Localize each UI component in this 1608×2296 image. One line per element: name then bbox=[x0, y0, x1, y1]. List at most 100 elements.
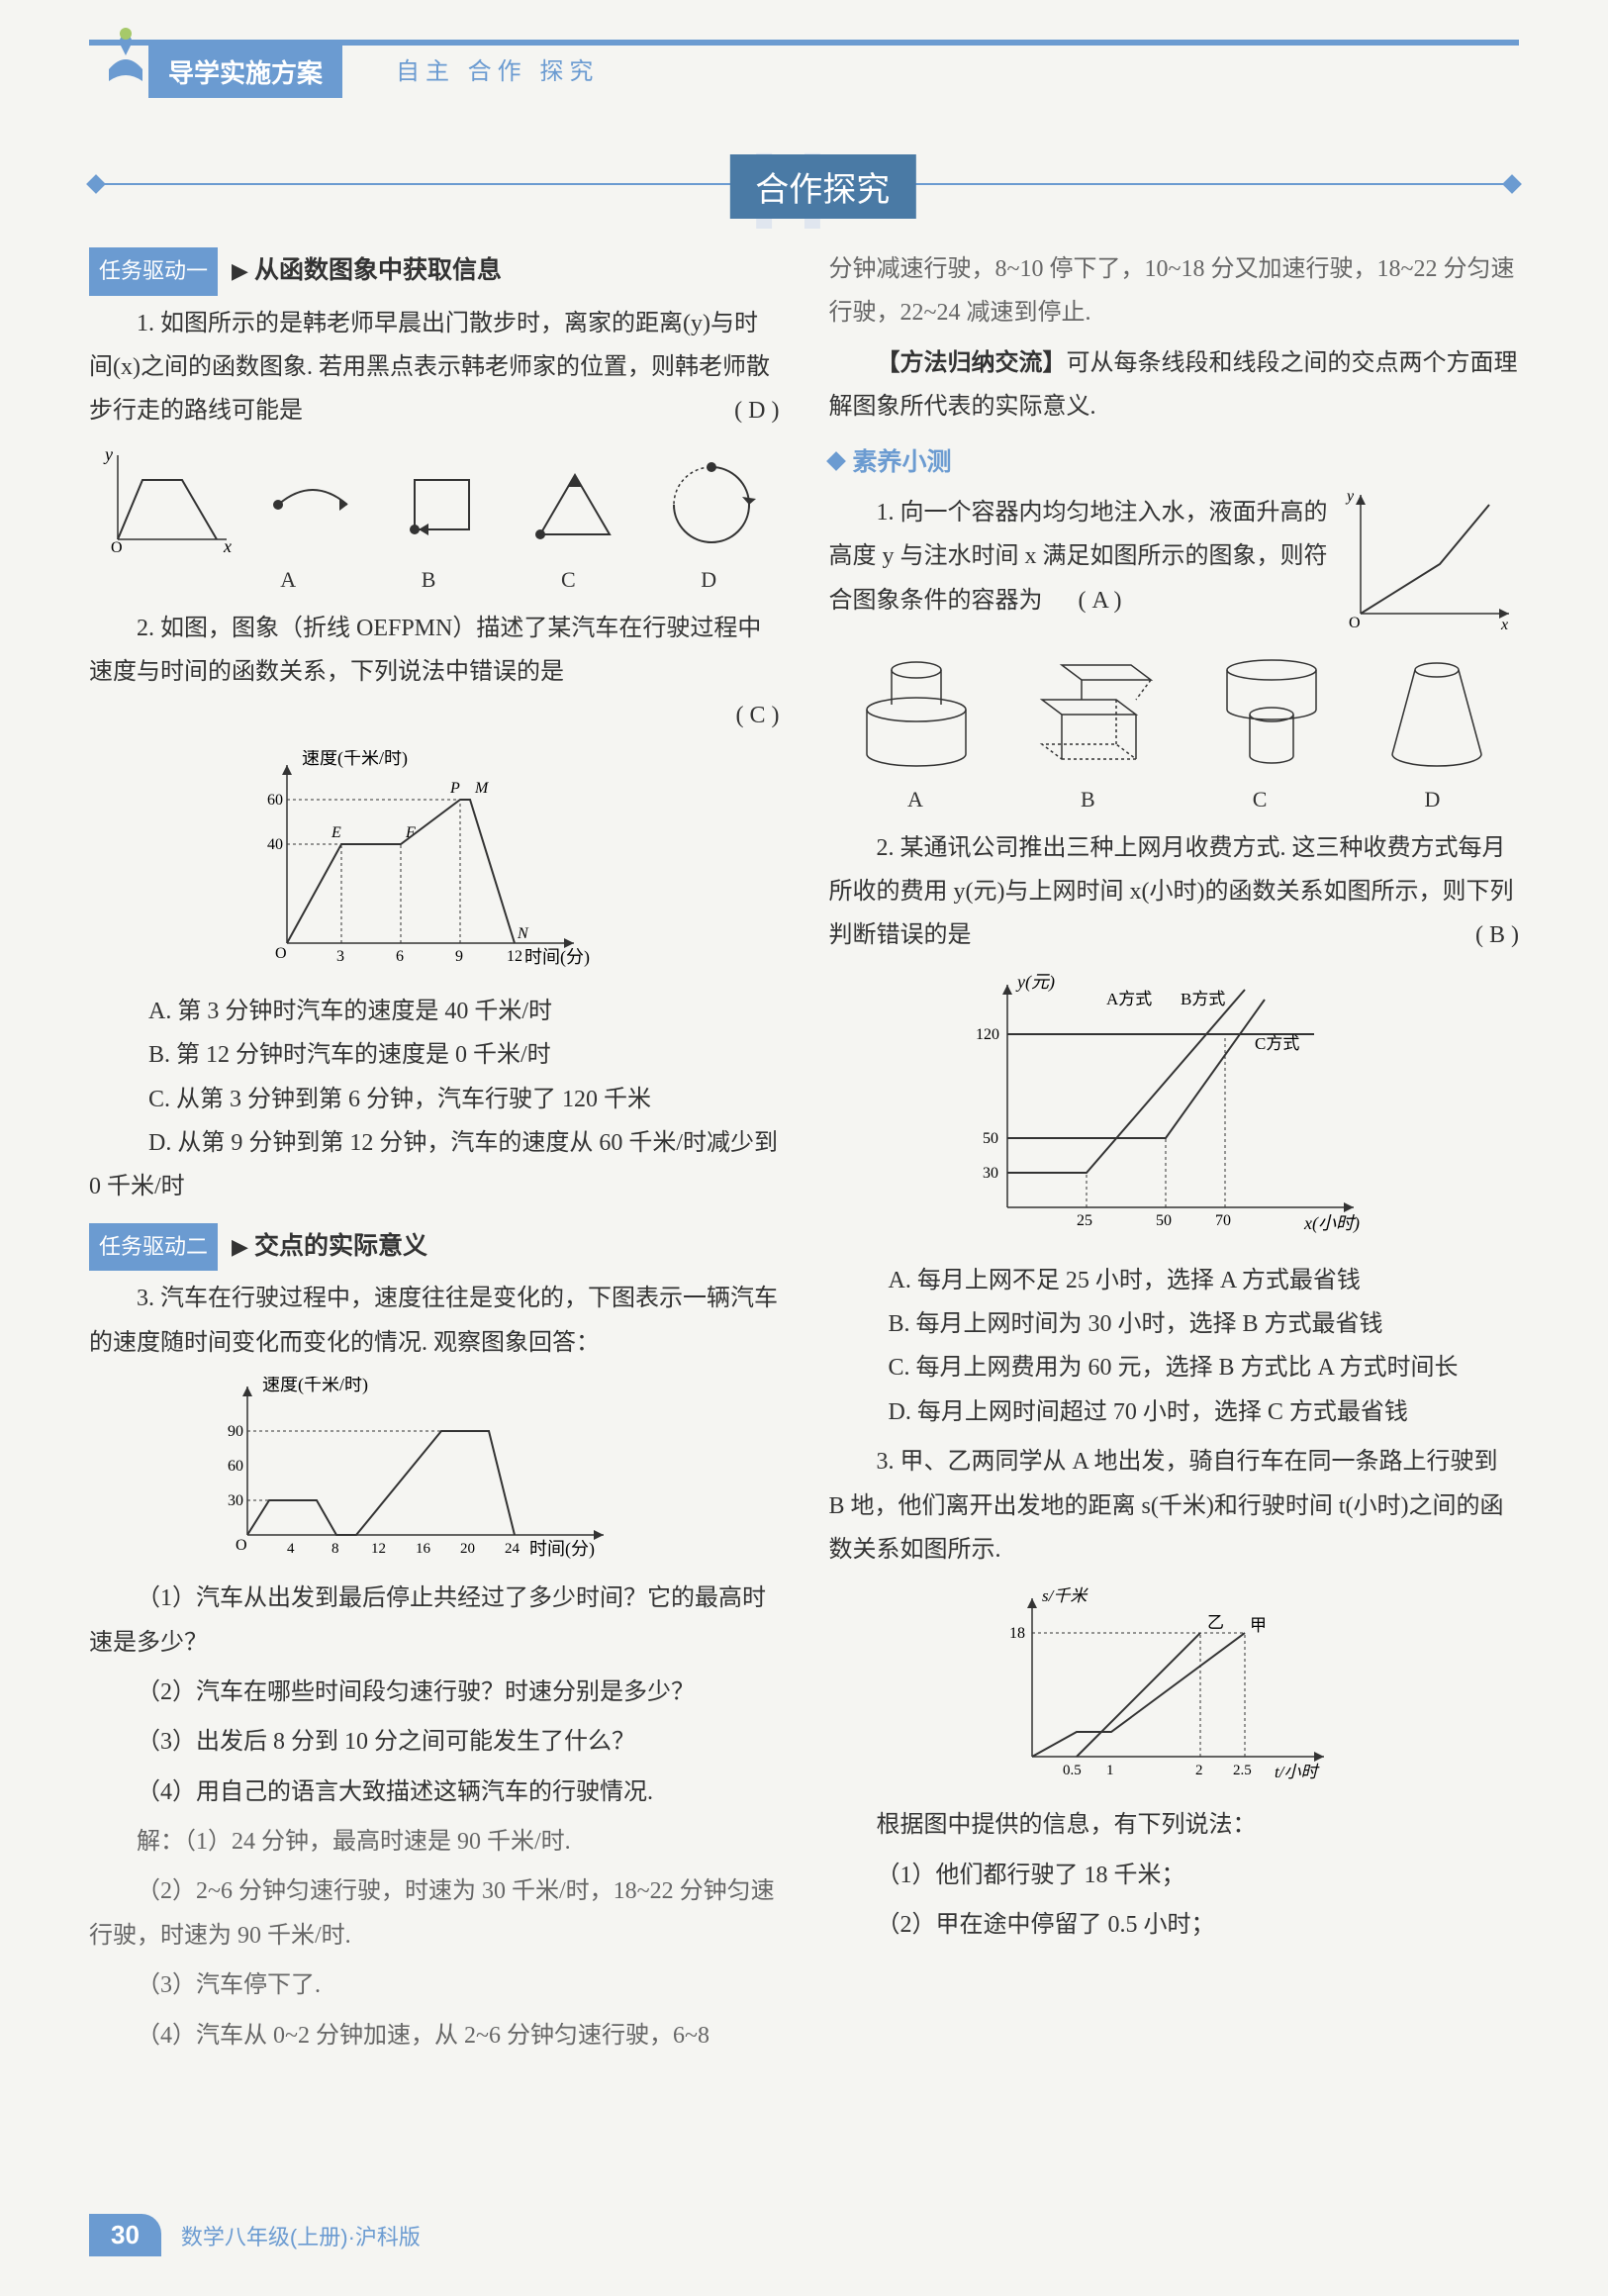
syq1-labB: B bbox=[1081, 780, 1095, 820]
q3-ans4: （4）汽车从 0~2 分钟加速，从 2~6 分钟匀速行驶，6~8 bbox=[89, 2014, 780, 2057]
syq1-figure-row bbox=[829, 645, 1520, 774]
syq1-optD-icon bbox=[1372, 645, 1501, 774]
svg-text:O: O bbox=[1349, 615, 1361, 631]
q3-ans1: 解：（1）24 分钟，最高时速是 90 千米/时. bbox=[89, 1820, 780, 1864]
svg-text:x: x bbox=[223, 536, 232, 554]
svg-text:甲: 甲 bbox=[1250, 1616, 1267, 1635]
svg-text:12: 12 bbox=[507, 948, 522, 965]
svg-text:50: 50 bbox=[983, 1130, 998, 1147]
section-banner: H 合作探究 bbox=[89, 148, 1519, 218]
q1-optC-icon bbox=[520, 455, 629, 554]
svg-text:30: 30 bbox=[228, 1492, 243, 1509]
q2-optC: C. 从第 3 分钟到第 6 分钟，汽车行驶了 120 千米 bbox=[89, 1078, 780, 1121]
q3-text: 3. 汽车在行驶过程中，速度往往是变化的，下图表示一辆汽车的速度随时间变化而变化… bbox=[89, 1277, 780, 1365]
syq3-s2: （2）甲在途中停留了 0.5 小时； bbox=[829, 1903, 1520, 1947]
svg-text:时间(分): 时间(分) bbox=[529, 1539, 595, 1560]
svg-text:60: 60 bbox=[267, 792, 283, 809]
svg-text:30: 30 bbox=[983, 1165, 998, 1182]
svg-text:12: 12 bbox=[371, 1541, 386, 1557]
svg-text:t/小时: t/小时 bbox=[1275, 1763, 1320, 1781]
svg-text:9: 9 bbox=[455, 948, 463, 965]
svg-text:2.5: 2.5 bbox=[1233, 1763, 1252, 1778]
syq2-optB: B. 每月上网时间为 30 小时，选择 B 方式最省钱 bbox=[829, 1302, 1520, 1346]
q1-labB: B bbox=[422, 560, 436, 601]
page: 导学实施方案 自主 合作 探究 H 合作探究 任务驱动一 ▶从函数图象中获取信息 … bbox=[0, 0, 1608, 2296]
diamond-left-icon bbox=[86, 174, 106, 194]
q1-optD-icon bbox=[657, 455, 766, 554]
svg-text:90: 90 bbox=[228, 1423, 243, 1440]
svg-text:y: y bbox=[1345, 488, 1355, 505]
svg-text:0.5: 0.5 bbox=[1063, 1763, 1082, 1778]
svg-text:2: 2 bbox=[1195, 1763, 1203, 1778]
q3-chart: 速度(千米/时) 时间(分) 30 60 90 O 4 8 12 16 20 2… bbox=[208, 1377, 623, 1565]
svg-text:P: P bbox=[449, 780, 460, 797]
svg-text:18: 18 bbox=[1009, 1625, 1025, 1642]
svg-text:F: F bbox=[405, 824, 416, 841]
syq1-answer: ( A ) bbox=[1079, 588, 1122, 614]
svg-text:8: 8 bbox=[331, 1541, 339, 1557]
q3-ans2: （2）2~6 分钟匀速行驶，时速为 30 千米/时，18~22 分钟匀速行驶，时… bbox=[89, 1869, 780, 1958]
q2-optA: A. 第 3 分钟时汽车的速度是 40 千米/时 bbox=[89, 990, 780, 1033]
q1-labD: D bbox=[701, 560, 716, 601]
svg-text:M: M bbox=[474, 780, 490, 797]
syq2-body: 2. 某通讯公司推出三种上网月收费方式. 这三种收费方式每月所收的费用 y(元)… bbox=[829, 835, 1514, 949]
q1-figure-row: x y O bbox=[89, 445, 780, 554]
svg-text:70: 70 bbox=[1215, 1212, 1231, 1229]
logo-icon bbox=[99, 20, 153, 89]
svg-text:40: 40 bbox=[267, 836, 283, 853]
q3-ans3: （3）汽车停下了. bbox=[89, 1963, 780, 2007]
diamond-right-icon bbox=[1502, 174, 1522, 194]
content-columns: 任务驱动一 ▶从函数图象中获取信息 1. 如图所示的是韩老师早晨出门散步时，离家的… bbox=[89, 247, 1519, 2057]
svg-text:速度(千米/时): 速度(千米/时) bbox=[262, 1377, 368, 1395]
header-bar: 导学实施方案 自主 合作 探究 bbox=[89, 40, 1519, 89]
svg-text:A方式: A方式 bbox=[1106, 990, 1152, 1008]
header-subtitle: 自主 合作 探究 bbox=[396, 51, 599, 86]
q3-sub1: （1）汽车从出发到最后停止共经过了多少时间？它的最高时速是多少？ bbox=[89, 1577, 780, 1665]
syq1-graph-icon: O x y bbox=[1341, 485, 1519, 633]
svg-text:50: 50 bbox=[1156, 1212, 1172, 1229]
q1-body: 1. 如图所示的是韩老师早晨出门散步时，离家的距离(y)与时间(x)之间的函数图… bbox=[89, 311, 770, 425]
svg-text:O: O bbox=[236, 1537, 247, 1554]
q2-optD: D. 从第 9 分钟到第 12 分钟，汽车的速度从 60 千米/时减少到 0 千… bbox=[89, 1121, 780, 1209]
svg-text:速度(千米/时): 速度(千米/时) bbox=[302, 750, 408, 769]
svg-text:B方式: B方式 bbox=[1181, 990, 1225, 1008]
syq3-chart: s/千米 t/小时 18 0.5 1 2 2.5 甲 乙 bbox=[988, 1583, 1344, 1791]
syq2-answer: ( B ) bbox=[1428, 913, 1519, 957]
suyang-heading: 素养小测 bbox=[853, 448, 952, 476]
arrow-icon: ▶ bbox=[232, 251, 248, 292]
q2-answer: ( C ) bbox=[89, 694, 780, 737]
task2-row: 任务驱动二▶交点的实际意义 bbox=[89, 1223, 780, 1272]
svg-text:60: 60 bbox=[228, 1458, 243, 1475]
q3-sub3: （3）出发后 8 分到 10 分之间可能发生了什么？ bbox=[89, 1720, 780, 1764]
syq2-text: 2. 某通讯公司推出三种上网月收费方式. 这三种收费方式每月所收的费用 y(元)… bbox=[829, 826, 1520, 958]
task1-tag: 任务驱动一 bbox=[89, 247, 218, 296]
svg-text:4: 4 bbox=[287, 1541, 295, 1557]
syq3-s1: （1）他们都行驶了 18 千米； bbox=[829, 1854, 1520, 1897]
svg-text:16: 16 bbox=[416, 1541, 431, 1557]
svg-text:乙: 乙 bbox=[1207, 1613, 1224, 1632]
syq1-optB-icon bbox=[1022, 645, 1171, 774]
q3-sub4: （4）用自己的语言大致描述这辆汽车的行驶情况. bbox=[89, 1770, 780, 1814]
suyang-heading-row: 素养小测 bbox=[829, 439, 1520, 485]
svg-text:y: y bbox=[103, 445, 113, 464]
cont-text: 分钟减速行驶，8~10 停下了，10~18 分又加速行驶，18~22 分匀速行驶… bbox=[829, 247, 1520, 335]
task1-title: 从函数图象中获取信息 bbox=[254, 256, 502, 284]
syq3-intro: 根据图中提供的信息，有下列说法： bbox=[829, 1803, 1520, 1847]
task2-title: 交点的实际意义 bbox=[254, 1232, 427, 1260]
svg-text:C方式: C方式 bbox=[1255, 1034, 1299, 1053]
q1-labC: C bbox=[561, 560, 576, 601]
svg-text:O: O bbox=[275, 945, 287, 962]
q1-label-row: A B C D bbox=[89, 560, 780, 601]
task1-row: 任务驱动一 ▶从函数图象中获取信息 bbox=[89, 247, 780, 296]
footer-text: 数学八年级(上册)·沪科版 bbox=[181, 2220, 421, 2251]
syq1-labA: A bbox=[907, 780, 923, 820]
q3-sub2: （2）汽车在哪些时间段匀速行驶？时速分别是多少？ bbox=[89, 1671, 780, 1714]
syq2-chart: y(元) x(小时) 30 50 120 25 50 70 A方式 bbox=[958, 970, 1373, 1247]
syq1-optA-icon bbox=[847, 645, 986, 774]
method-label: 【方法归纳交流】 bbox=[877, 349, 1067, 376]
q1-optB-icon bbox=[395, 455, 494, 554]
header-tab: 导学实施方案 bbox=[148, 46, 342, 98]
task2-tag: 任务驱动二 bbox=[89, 1223, 218, 1272]
method-line: 【方法归纳交流】可从每条线段和线段之间的交点两个方面理解图象所代表的实际意义. bbox=[829, 341, 1520, 430]
syq1-optC-icon bbox=[1207, 645, 1336, 774]
